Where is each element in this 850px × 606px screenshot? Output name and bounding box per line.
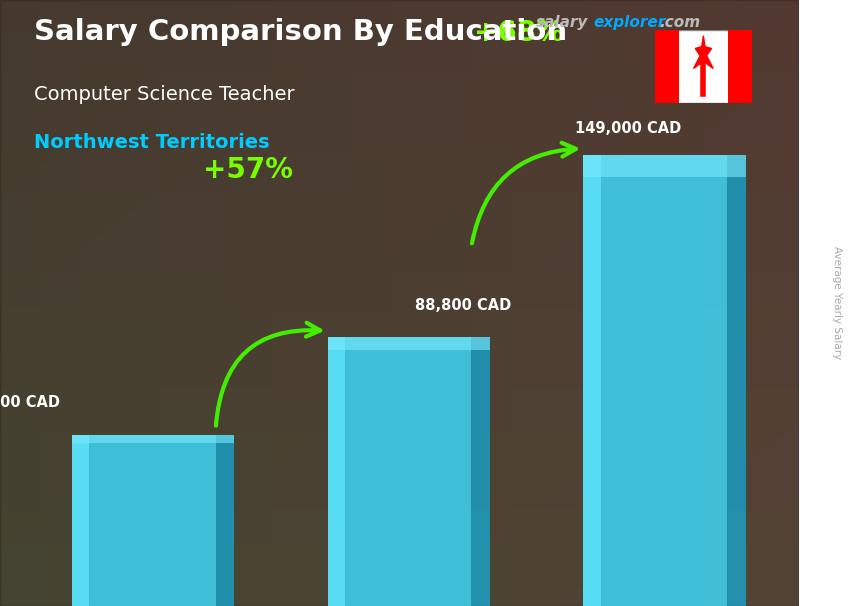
Text: Salary Comparison By Education: Salary Comparison By Education: [34, 18, 567, 46]
Text: +57%: +57%: [202, 156, 292, 184]
Text: +68%: +68%: [474, 19, 564, 47]
Bar: [0, 0, 799, 606]
Bar: [727, 155, 745, 606]
Bar: [72, 435, 216, 606]
Text: Average Yearly Salary: Average Yearly Salary: [832, 247, 842, 359]
Text: Computer Science Teacher: Computer Science Teacher: [34, 85, 295, 104]
Text: explorer: explorer: [593, 15, 666, 30]
Text: Northwest Territories: Northwest Territories: [34, 133, 269, 152]
Bar: [72, 435, 89, 606]
Bar: [583, 155, 601, 606]
Text: 149,000 CAD: 149,000 CAD: [575, 121, 682, 136]
Bar: [728, 30, 752, 103]
Text: salary: salary: [536, 15, 588, 30]
Text: 88,800 CAD: 88,800 CAD: [416, 298, 512, 313]
Bar: [327, 337, 490, 350]
Bar: [472, 337, 490, 606]
Polygon shape: [694, 36, 713, 68]
Text: 56,600 CAD: 56,600 CAD: [0, 395, 60, 410]
Bar: [583, 155, 745, 177]
Text: .com: .com: [660, 15, 700, 30]
Bar: [72, 435, 235, 443]
Bar: [216, 435, 235, 606]
Bar: [583, 155, 727, 606]
Bar: [327, 337, 472, 606]
Bar: [654, 30, 679, 103]
Bar: [327, 337, 345, 606]
